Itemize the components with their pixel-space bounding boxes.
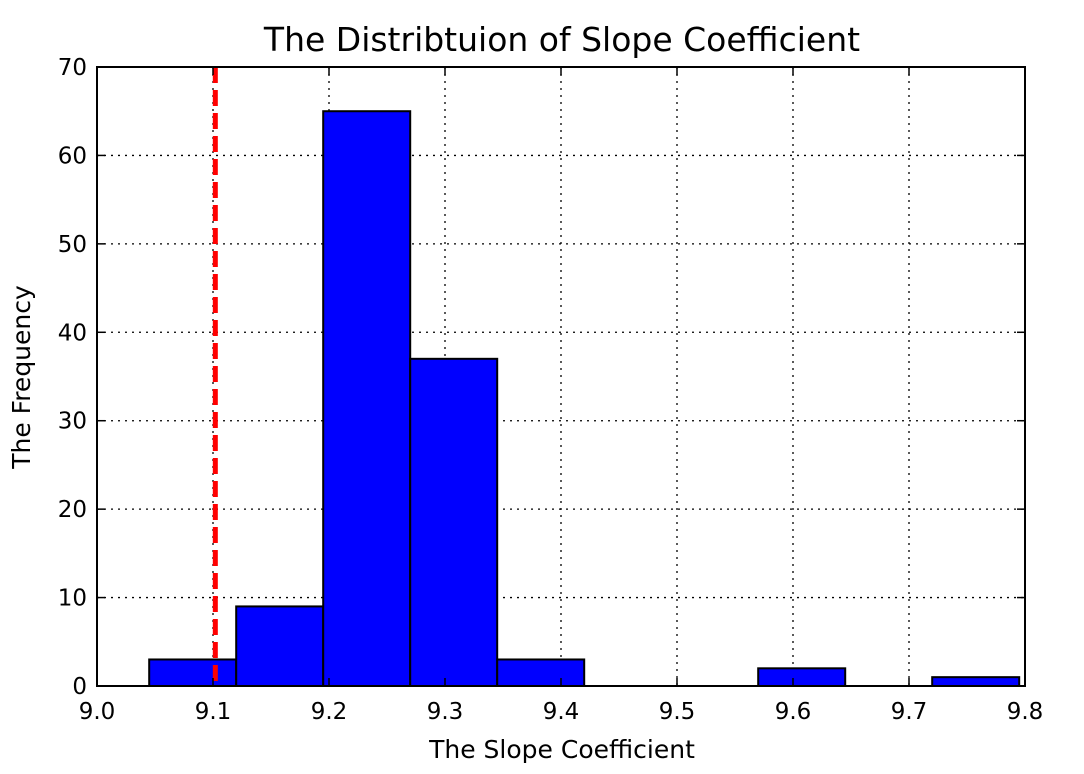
y-tick-label: 30 <box>58 409 87 435</box>
x-tick-label: 9.1 <box>195 699 232 725</box>
histogram-bar <box>235 605 325 688</box>
histogram-bar <box>148 658 238 688</box>
y-tick-label: 70 <box>58 55 87 81</box>
y-tick-label: 40 <box>58 320 87 346</box>
x-tick-label: 9.5 <box>659 699 696 725</box>
y-axis-label: The Frequency <box>7 285 36 470</box>
histogram-bar <box>496 658 586 688</box>
y-tick-label: 50 <box>58 232 87 258</box>
x-axis-ticks: 9.0 9.1 9.2 9.3 9.4 9.5 9.6 9.7 9.8 <box>79 67 1044 725</box>
histogram-bar <box>931 676 1021 688</box>
histogram-bars <box>148 110 1021 688</box>
y-tick-label: 20 <box>58 497 87 523</box>
histogram-bar <box>409 357 499 687</box>
y-tick-label: 0 <box>72 674 87 700</box>
x-tick-label: 9.7 <box>891 699 928 725</box>
x-tick-label: 9.3 <box>427 699 464 725</box>
chart-title: The Distribtuion of Slope Coefficient <box>263 20 860 59</box>
x-axis-label: The Slope Coefficient <box>428 735 695 764</box>
x-tick-label: 9.2 <box>311 699 348 725</box>
y-axis-ticks: 0 10 20 30 40 50 60 70 <box>58 55 1025 700</box>
x-tick-label: 9.4 <box>543 699 580 725</box>
y-tick-label: 60 <box>58 143 87 169</box>
grid-lines <box>96 66 1026 687</box>
x-tick-label: 9.0 <box>79 699 116 725</box>
y-tick-label: 10 <box>58 586 87 612</box>
x-tick-label: 9.6 <box>775 699 812 725</box>
histogram-bar <box>322 110 412 687</box>
x-tick-label: 9.8 <box>1007 699 1044 725</box>
histogram-bar <box>757 667 847 687</box>
